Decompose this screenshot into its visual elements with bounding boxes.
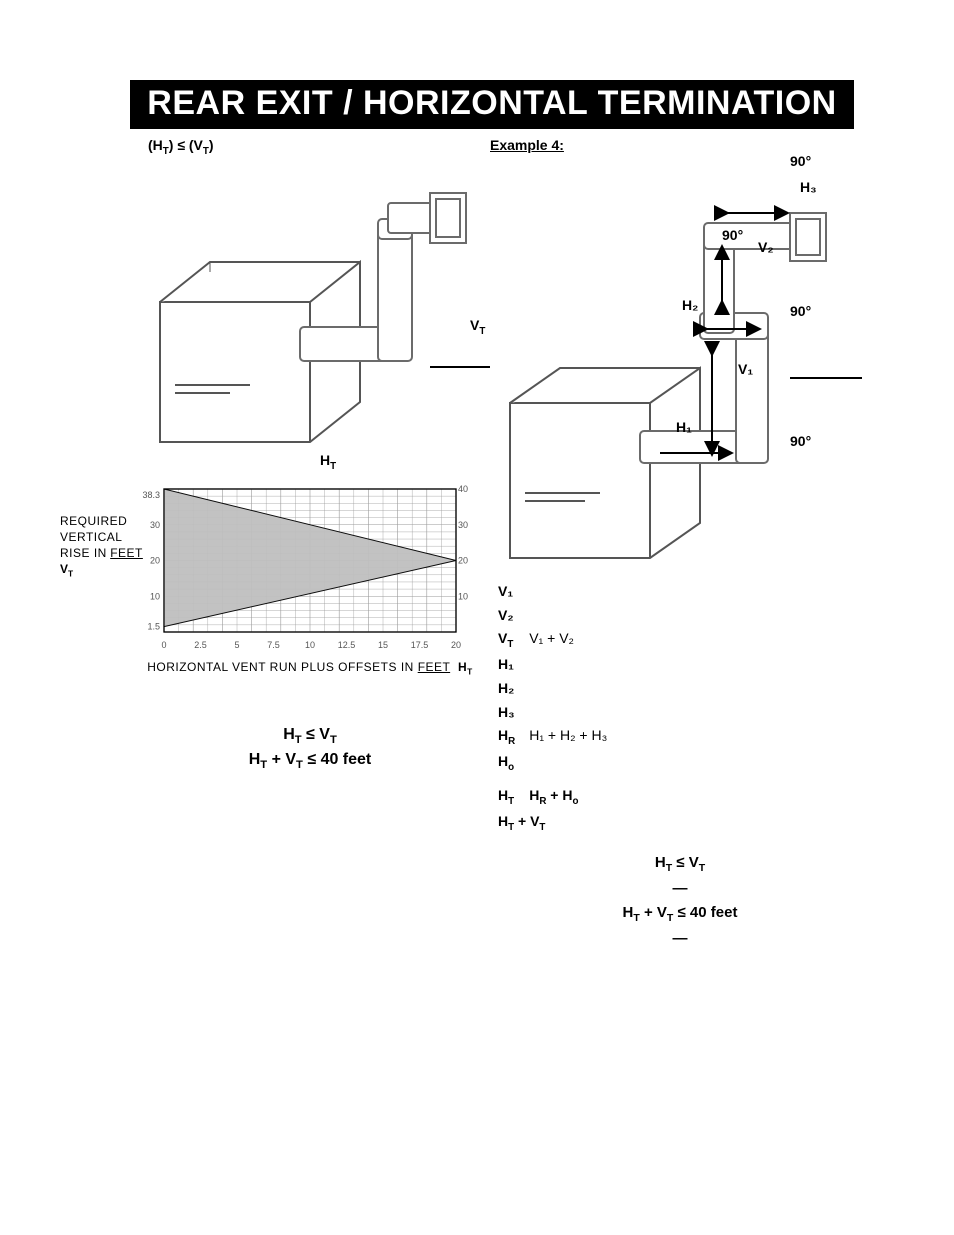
svg-text:1.5: 1.5 [147,621,160,631]
svg-text:30: 30 [458,520,468,530]
figure-rear-exit-simple: VT HT [130,157,490,467]
row-ht-expr: HR + Ho [523,785,613,809]
row-sum: HT + VT [492,811,613,835]
svg-text:5: 5 [234,640,239,650]
rule-3: HT + VT ≤ 40 feet [490,901,870,927]
seg-h3: H₃ [800,179,817,195]
svg-text:15: 15 [378,640,388,650]
label-vt-fig1: VT [470,317,485,337]
calc-table: V₁ V₂ VT V₁ + V₂ H₁ H₂ H₃ HR H₁ + H₂ + H… [490,579,615,837]
row-v1: V₁ [492,581,521,603]
row-v2: V₂ [492,605,521,627]
chart-y-unit: FEET [110,546,143,560]
row-hr: HR [492,725,521,749]
row-h1: H₁ [492,654,521,676]
rule-2: — [490,877,870,901]
svg-text:7.5: 7.5 [267,640,280,650]
formula-line-2: HT + VT ≤ 40 feet [130,749,490,774]
seg-v2: V₂ [758,239,774,255]
angle-2: 90° [722,227,743,243]
svg-text:30: 30 [150,520,160,530]
formula-line-1: HT ≤ VT [130,724,490,749]
svg-text:20: 20 [150,555,160,565]
angle-3: 90° [790,303,811,319]
seg-h2: H₂ [682,297,698,313]
page-title-banner: REAR EXIT / HORIZONTAL TERMINATION [130,80,854,129]
svg-text:38.3: 38.3 [142,490,160,500]
row-h2: H₂ [492,678,521,700]
seg-h1: H₁ [676,419,692,435]
right-rules: HT ≤ VT — HT + VT ≤ 40 feet — [490,851,870,951]
left-formula-block: HT ≤ VT HT + VT ≤ 40 feet [130,724,490,774]
vent-sizing-chart: REQUIRED VERTICAL RISE IN FEET VT 02.557… [130,479,490,676]
row-ht: HT [492,785,521,809]
svg-text:0: 0 [161,640,166,650]
angle-4: 90° [790,433,811,449]
label-ht-fig1: HT [320,452,336,472]
angle-1: 90° [790,153,811,169]
svg-text:10: 10 [305,640,315,650]
svg-text:12.5: 12.5 [338,640,356,650]
example-heading: Example 4: [490,137,870,153]
row-vt-expr: V₁ + V₂ [523,628,613,652]
svg-text:20: 20 [451,640,461,650]
svg-text:2.5: 2.5 [194,640,207,650]
row-vt: VT [492,628,521,652]
figure-rear-exit-offsets: 90° 90° 90° 90° H₃ V₂ H₂ V₁ H₁ [490,153,870,573]
row-hr-expr: H₁ + H₂ + H₃ [523,725,613,749]
svg-text:10: 10 [150,591,160,601]
chart-x-unit: FEET [418,660,450,674]
row-h3: H₃ [492,702,521,724]
left-subhead: (HT) ≤ (VT) [148,137,490,157]
svg-text:40: 40 [458,484,468,494]
svg-text:17.5: 17.5 [411,640,429,650]
rule-1: HT ≤ VT [490,851,870,877]
seg-v1: V₁ [738,361,753,377]
row-ho: Ho [492,751,521,775]
chart-y-symbol: VT [60,562,73,576]
svg-text:10: 10 [458,591,468,601]
rule-4: — [490,927,870,951]
chart-x-symbol: HT [458,660,473,674]
svg-text:20: 20 [458,555,468,565]
chart-x-title: HORIZONTAL VENT RUN PLUS OFFSETS IN [147,660,414,674]
